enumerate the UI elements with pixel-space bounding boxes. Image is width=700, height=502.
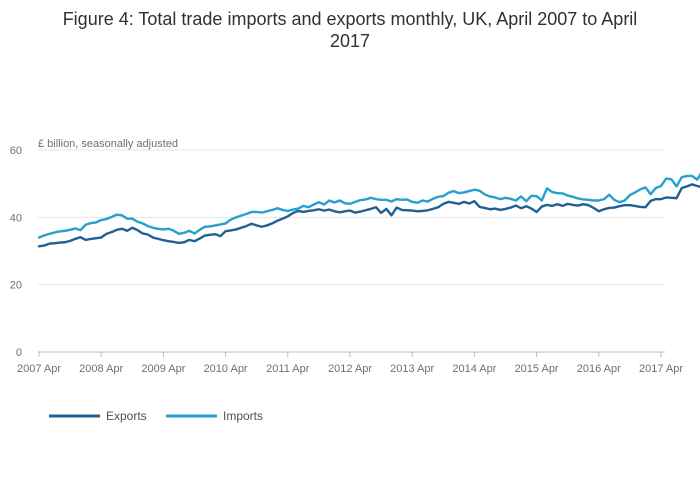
imports-series-line (37, 172, 700, 239)
x-tick-label: 2012 Apr (328, 363, 372, 375)
chart-title-line-1: Figure 4: Total trade imports and export… (62, 9, 638, 29)
gridlines (38, 149, 665, 353)
exports-legend-label: Exports (106, 409, 147, 423)
legend: Exports Imports (49, 409, 263, 423)
chart-title-line-2: 2017 (329, 31, 371, 51)
chart-title: Figure 4: Total trade imports and export… (0, 8, 700, 52)
x-tick-label: 2011 Apr (266, 363, 310, 375)
x-tick-label: 2007 Apr (17, 363, 61, 375)
y-axis-title: £ billion, seasonally adjusted (38, 138, 178, 150)
x-tick-label: 2009 Apr (141, 363, 185, 375)
series-lines (37, 172, 700, 248)
imports-legend-label: Imports (223, 409, 263, 423)
x-tick-label: 2010 Apr (204, 363, 248, 375)
x-tick-label: 2014 Apr (452, 363, 496, 375)
x-tick-label: 2017 Apr (639, 363, 683, 375)
y-tick-label: 60 (10, 145, 22, 157)
y-tick-label: 40 (10, 212, 22, 224)
exports-series-line (37, 183, 700, 248)
y-axis-ticks: 0 20 40 60 (10, 145, 22, 359)
x-tick-label: 2013 Apr (390, 363, 434, 375)
x-tick-label: 2016 Apr (577, 363, 621, 375)
y-tick-label: 20 (10, 280, 22, 292)
x-tick-label: 2015 Apr (515, 363, 559, 375)
x-axis-ticks: 2007 Apr 2008 Apr 2009 Apr 2010 Apr 2011 Apr… (17, 352, 683, 375)
y-tick-label: 0 (16, 347, 22, 359)
x-tick-label: 2008 Apr (79, 363, 123, 375)
